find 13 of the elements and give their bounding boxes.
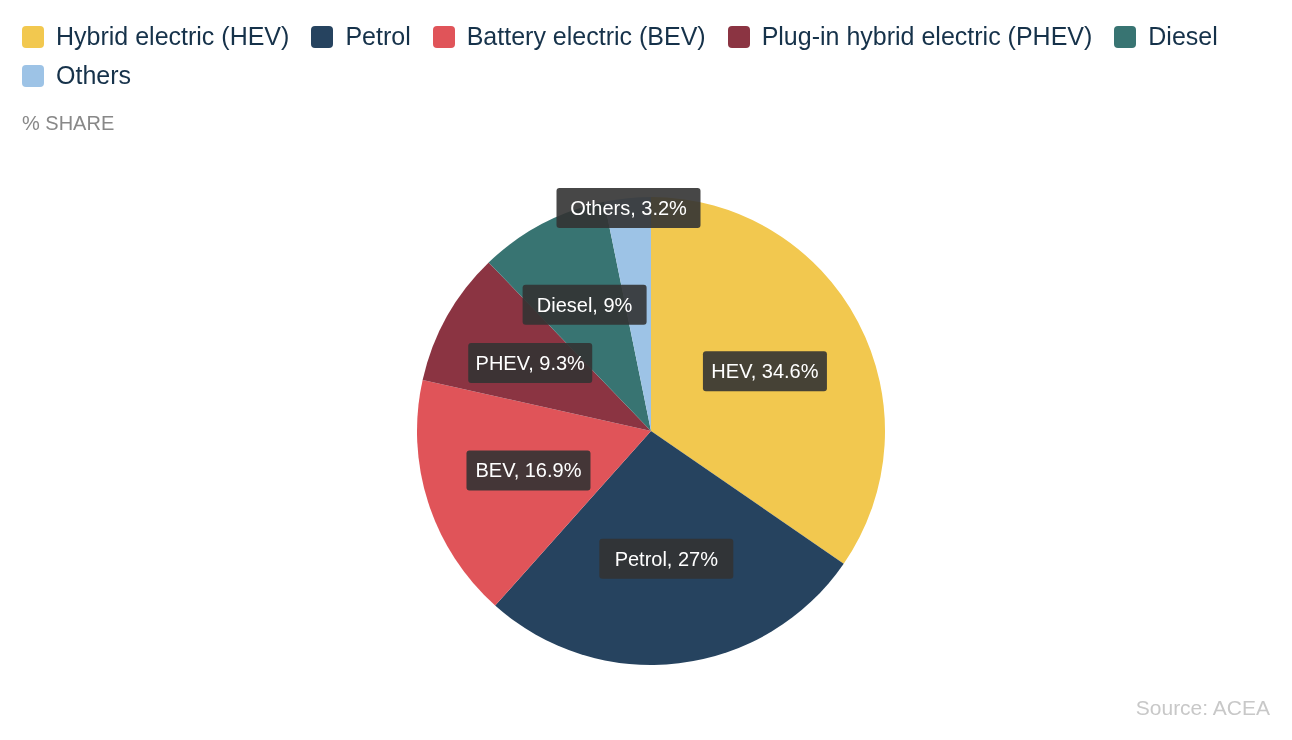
legend-label: Petrol bbox=[345, 22, 411, 51]
text: % SHARE bbox=[22, 112, 116, 135]
legend-label: Diesel bbox=[1148, 22, 1218, 51]
data-label: Petrol, 27% bbox=[614, 547, 719, 570]
legend-label: Plug-in hybrid electric (PHEV) bbox=[761, 22, 1093, 51]
legend-label: Battery electric (BEV) bbox=[466, 22, 706, 51]
data-label: BEV, 16.9% bbox=[475, 459, 582, 482]
data-label: PHEV, 9.3% bbox=[475, 352, 586, 375]
legend-label: Hybrid electric (HEV) bbox=[56, 22, 290, 51]
data-label: Diesel, 9% bbox=[536, 293, 633, 316]
data-label: Others, 3.2% bbox=[570, 196, 688, 219]
legend-label: Others bbox=[56, 61, 132, 90]
data-label: HEV, 34.6% bbox=[711, 360, 819, 383]
